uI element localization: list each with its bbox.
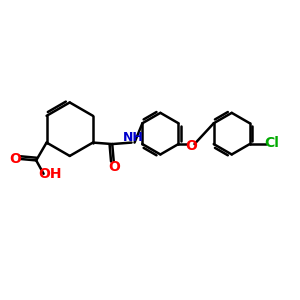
Text: O: O [108,160,120,174]
Text: O: O [185,139,197,152]
Text: O: O [10,152,22,166]
Text: Cl: Cl [264,136,279,150]
Text: OH: OH [38,167,62,181]
Text: NH: NH [123,131,143,144]
